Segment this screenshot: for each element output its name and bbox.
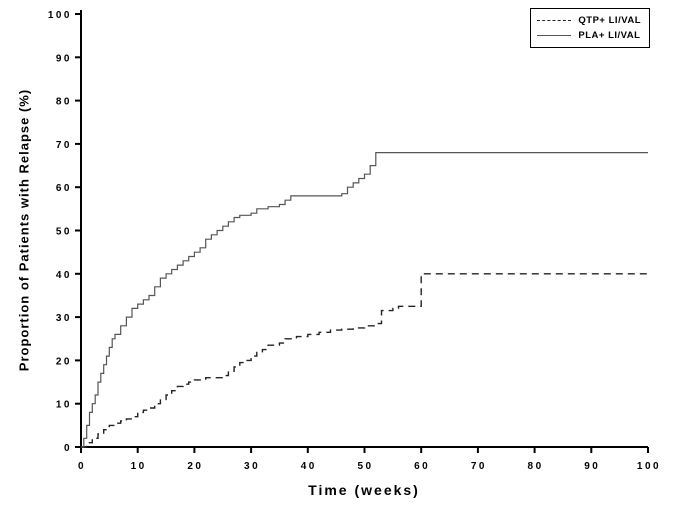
svg-text:90: 90	[584, 461, 600, 472]
svg-text:40: 40	[301, 461, 317, 472]
legend-item-qtp: QTP+ LI/VAL	[537, 13, 641, 28]
svg-text:30: 30	[56, 313, 72, 324]
svg-text:60: 60	[414, 461, 430, 472]
svg-text:50: 50	[56, 227, 72, 238]
legend-label-pla: PLA+ LI/VAL	[578, 30, 641, 41]
pla-solid-line-sample	[537, 35, 572, 36]
svg-text:100: 100	[48, 10, 72, 21]
svg-text:80: 80	[56, 97, 72, 108]
svg-text:20: 20	[187, 461, 203, 472]
svg-text:80: 80	[528, 461, 544, 472]
svg-text:30: 30	[244, 461, 260, 472]
legend-label-qtp: QTP+ LI/VAL	[578, 15, 641, 26]
svg-text:50: 50	[357, 461, 373, 472]
legend-item-pla: PLA+ LI/VAL	[537, 28, 641, 43]
svg-text:20: 20	[56, 356, 72, 367]
svg-text:0: 0	[64, 443, 72, 454]
svg-text:40: 40	[56, 270, 72, 281]
legend: QTP+ LI/VAL PLA+ LI/VAL	[530, 8, 650, 48]
qtp-dashed-line-sample	[537, 20, 572, 21]
svg-text:10: 10	[56, 400, 72, 411]
svg-text:70: 70	[471, 461, 487, 472]
x-axis-label: Time (weeks)	[308, 482, 420, 498]
y-axis-label: Proportion of Patients with Relapse (%)	[16, 88, 32, 372]
svg-text:60: 60	[56, 183, 72, 194]
svg-text:90: 90	[56, 53, 72, 64]
svg-text:10: 10	[131, 461, 147, 472]
svg-text:100: 100	[637, 461, 661, 472]
svg-text:0: 0	[78, 461, 86, 472]
svg-text:70: 70	[56, 140, 72, 151]
